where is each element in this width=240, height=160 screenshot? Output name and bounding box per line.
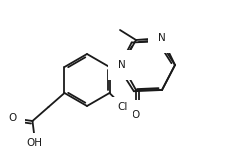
Text: Cl: Cl: [118, 102, 128, 112]
Text: O: O: [8, 113, 17, 123]
Text: N: N: [158, 33, 166, 43]
Text: O: O: [132, 110, 140, 120]
Text: OH: OH: [26, 138, 42, 148]
Text: N: N: [118, 60, 126, 70]
